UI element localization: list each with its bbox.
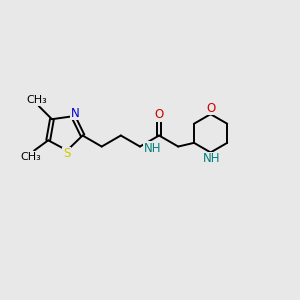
Text: NH: NH (202, 152, 220, 165)
Text: O: O (154, 108, 164, 121)
Text: CH₃: CH₃ (26, 95, 47, 105)
Text: S: S (63, 147, 70, 161)
Text: O: O (207, 102, 216, 115)
Text: NH: NH (143, 142, 161, 155)
Text: N: N (70, 107, 79, 120)
Text: CH₃: CH₃ (21, 152, 41, 161)
